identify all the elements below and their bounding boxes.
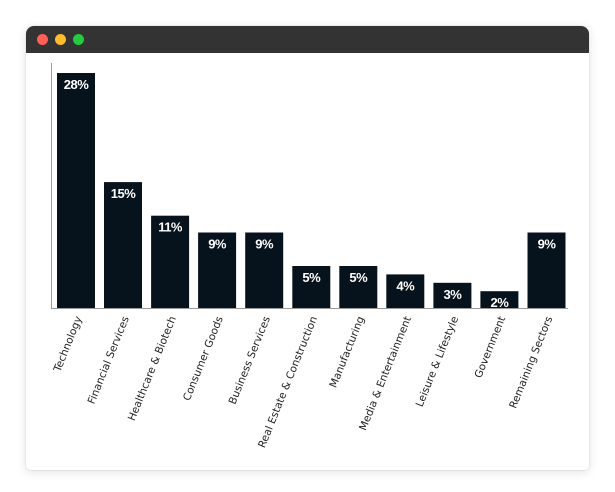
bar-business-services — [245, 232, 284, 308]
minimize-window-button[interactable] — [55, 34, 66, 45]
window-titlebar — [26, 26, 589, 53]
bar-value-label: 2% — [491, 295, 510, 310]
maximize-window-button[interactable] — [73, 34, 84, 45]
bar-healthcare-biotech — [151, 215, 190, 308]
bar-remaining-sectors — [527, 232, 566, 308]
bar-value-label: 5% — [349, 270, 368, 285]
bar-consumer-goods — [198, 232, 237, 308]
bar-government — [480, 291, 519, 308]
bars-group — [57, 73, 566, 308]
x-tick-label: Government — [473, 315, 509, 380]
value-labels-group: 28% 15% 11% 9% 9% 5% 5% 4% 3% 2% 9% — [64, 77, 557, 310]
x-tick-label: Healthcare & Biotech — [126, 315, 179, 423]
bar-value-label: 9% — [208, 237, 227, 252]
bar-real-estate-construction — [292, 266, 331, 308]
bar-value-label: 11% — [158, 220, 183, 235]
bar-value-label: 3% — [444, 287, 463, 302]
bar-technology — [57, 73, 95, 308]
x-tick-label: Remaining Sectors — [507, 315, 555, 411]
bar-value-label: 15% — [111, 186, 136, 201]
x-tick-label: Leisure & Lifestyle — [414, 315, 461, 409]
bar-value-label: 5% — [302, 270, 321, 285]
x-tick-label: Business Services — [227, 315, 273, 407]
x-tick-label: Manufacturing — [327, 315, 367, 390]
bar-financial-services — [104, 182, 142, 308]
bar-value-label: 9% — [255, 237, 274, 252]
x-tick-label: Technology — [51, 315, 85, 375]
x-tick-label: Financial Services — [86, 315, 132, 406]
x-tick-label: Media & Entertainment — [357, 315, 414, 433]
bar-leisure-lifestyle — [433, 282, 472, 308]
bar-manufacturing — [339, 266, 378, 308]
bar-value-label: 28% — [64, 77, 89, 92]
close-window-button[interactable] — [37, 34, 48, 45]
x-tick-label: Consumer Goods — [181, 315, 226, 403]
bar-value-label: 9% — [538, 237, 557, 252]
bar-media-entertainment — [386, 274, 425, 308]
bar-value-label: 4% — [396, 278, 415, 293]
